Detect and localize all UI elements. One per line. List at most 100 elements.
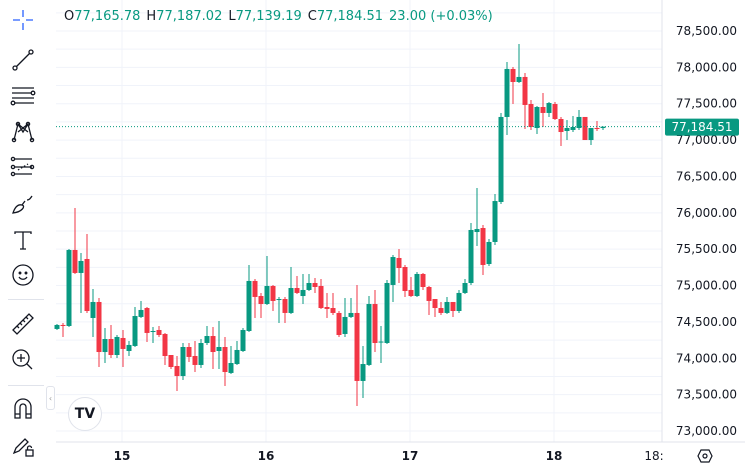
candle-body [60,324,66,326]
candle-body [480,228,486,265]
candle-body [492,201,498,242]
candle-body [396,257,402,269]
candle-body [66,249,72,326]
candle-body [228,363,234,373]
candle-body [318,285,324,309]
candle-body [474,229,480,233]
candle-body [486,241,492,265]
candle-body [120,337,126,349]
collapse-toolbar-button[interactable]: ‹ [46,386,55,410]
candle-body [156,329,162,335]
time-tick-label: 18 [546,449,563,463]
candle-body [354,312,360,381]
candle-body [126,344,132,351]
time-tick-label: 15 [114,449,131,463]
emoji-icon[interactable] [9,261,37,289]
candle-body [336,312,342,335]
lock-drawings-icon[interactable] [9,432,37,460]
candle-body [420,273,426,287]
price-tick-label: 73,500.00 [676,388,737,402]
candle-body [564,128,570,131]
candle-body [456,292,462,311]
candle-body [528,104,534,127]
high-label: H [146,9,157,24]
candle-body [252,280,258,297]
text-icon[interactable] [9,226,37,254]
candle-body [378,341,384,343]
candle-body [516,76,522,82]
price-tick-label: 76,000.00 [676,206,737,220]
candle-body [96,301,102,353]
candle-body [552,104,558,119]
candle-body [570,127,576,130]
candle-body [498,116,504,202]
candle-body [366,304,372,365]
candle-body [216,347,222,351]
candle-body [342,316,348,334]
low-value: 77,139.19 [235,9,302,24]
close-label: C [307,9,317,24]
tradingview-logo[interactable]: TV [68,397,102,431]
price-tick-label: 74,500.00 [676,315,737,329]
candle-body [306,283,312,290]
change-value: 23.00 (+0.03%) [389,9,493,24]
candle-body [114,336,120,355]
price-tick-label: 73,000.00 [676,424,737,438]
candle-body [372,304,378,343]
ohlc-legend: O77,165.78 H77,187.02 L77,139.19 C77,184… [64,9,493,24]
candle-body [408,289,414,297]
candle-body [534,107,540,129]
candle-body [180,347,186,377]
candle-body [54,324,60,329]
candle-body [90,301,96,318]
candle-body [576,116,582,129]
fib-retracement-icon[interactable] [9,82,37,110]
brush-icon[interactable] [9,190,37,218]
candle-body [360,364,366,381]
candle-body [204,336,210,343]
price-tick-label: 77,000.00 [676,133,737,147]
candle-body [450,301,456,311]
candle-body [468,229,474,283]
candle-body [522,76,528,105]
magnet-icon[interactable] [9,395,37,423]
ruler-icon[interactable] [9,310,37,338]
candle-body [300,289,306,297]
candle-body [438,308,444,313]
price-tick-label: 75,500.00 [676,242,737,256]
time-tick-label: 16 [258,449,275,463]
candle-body [84,259,90,311]
open-label: O [64,9,75,24]
time-tick-label: 18: [644,449,663,463]
last-price-label: 77,184.51 [671,120,732,134]
candle-body [186,347,192,357]
candle-body [444,301,450,313]
candle-body [72,249,78,273]
crosshair-icon[interactable] [9,6,37,34]
candle-body [330,308,336,313]
price-tick-label: 74,000.00 [676,351,737,365]
candle-body [600,126,606,129]
price-tick-label: 77,500.00 [676,97,737,111]
candle-body [258,296,264,305]
close-value: 77,184.51 [316,9,384,24]
trend-line-icon[interactable] [9,46,37,74]
candle-body [558,119,564,133]
logo-text: TV [74,406,96,422]
candle-body [462,283,468,293]
candle-body [414,273,420,297]
candle-body [588,128,594,141]
zoom-in-icon[interactable] [9,346,37,374]
candle-body [162,333,168,357]
settings-icon[interactable] [697,448,713,464]
high-value: 77,187.02 [156,9,223,24]
time-tick-label: 17 [402,449,419,463]
candle-body [192,356,198,365]
candle-body [432,299,438,309]
forecast-icon[interactable] [9,153,37,181]
candle-body [390,257,396,285]
candle-body [246,280,252,331]
candle-body [234,349,240,365]
pattern-icon[interactable] [9,117,37,145]
